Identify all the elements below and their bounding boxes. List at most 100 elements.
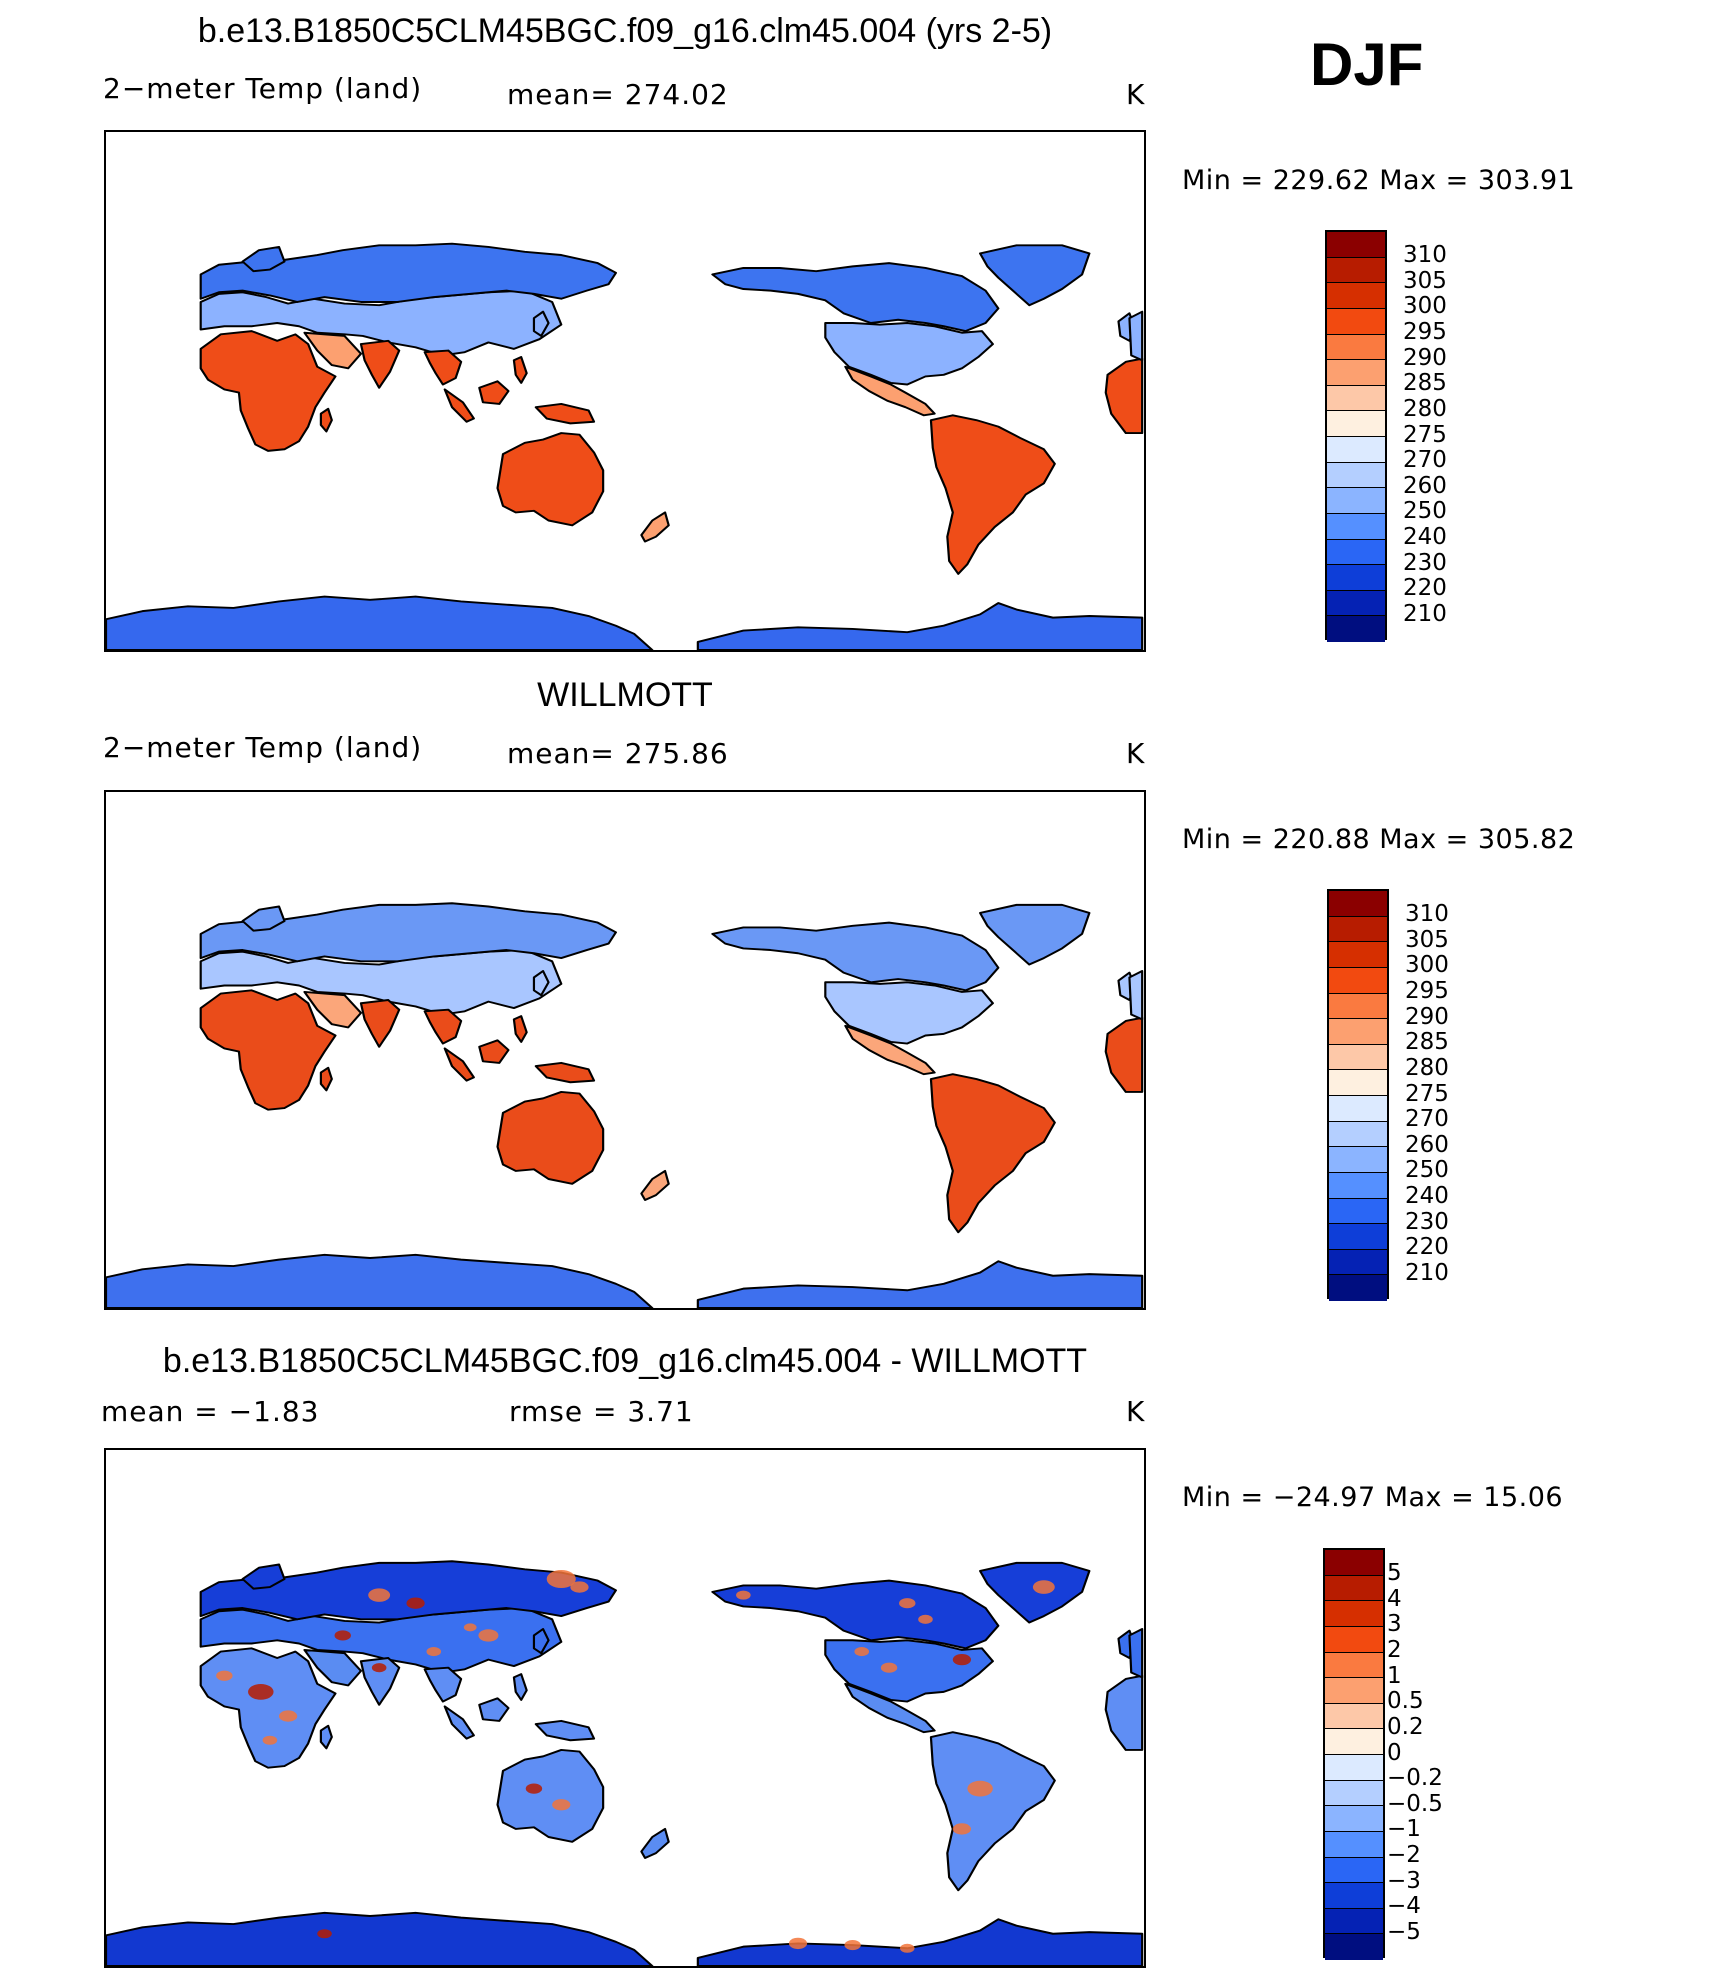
colorbar-swatch <box>1327 411 1385 437</box>
colorbar-label: 290 <box>1405 1003 1449 1030</box>
colorbar-label: 260 <box>1405 1131 1449 1158</box>
colorbar-swatch <box>1325 1678 1383 1704</box>
land-africa <box>199 330 337 452</box>
land-borneo <box>478 1697 510 1722</box>
land-australia <box>496 1090 605 1185</box>
land-arabia <box>303 990 363 1029</box>
land-newguinea <box>534 1719 596 1742</box>
colorbar-swatch <box>1327 360 1385 386</box>
colorbar-label: −4 <box>1387 1893 1421 1920</box>
colorbar-swatch <box>1327 257 1385 284</box>
panel1-world-map <box>106 242 1144 650</box>
colorbar-label: 260 <box>1403 472 1447 499</box>
anomaly-speckle <box>952 1823 972 1835</box>
panel1-variable: 2−meter Temp (land) <box>103 72 423 105</box>
anomaly-speckle <box>371 1663 387 1673</box>
land-sumatra <box>443 1047 475 1082</box>
colorbar-label: 270 <box>1405 1106 1449 1133</box>
colorbar-label: 4 <box>1387 1585 1402 1612</box>
colorbar-label: 0.5 <box>1387 1688 1424 1715</box>
colorbar-label: 305 <box>1403 267 1447 294</box>
colorbar-label: 240 <box>1405 1183 1449 1209</box>
panel1-units: K <box>1126 78 1146 111</box>
colorbar-label: −2 <box>1387 1842 1421 1868</box>
colorbar-label: −5 <box>1387 1918 1421 1945</box>
colorbar-label: −0.2 <box>1387 1765 1443 1792</box>
colorbar-swatch <box>1325 1550 1383 1576</box>
land-masses <box>106 1560 1144 1966</box>
anomaly-speckle <box>552 1799 571 1811</box>
anomaly-speckle <box>788 1937 808 1950</box>
colorbar-swatch <box>1327 488 1385 514</box>
colorbar-swatch <box>1327 539 1385 566</box>
land-newguinea <box>534 1061 596 1084</box>
panel1-map <box>104 130 1146 652</box>
colorbar-swatch <box>1329 1019 1387 1045</box>
colorbar-swatch <box>1329 1275 1387 1301</box>
land-antarctica-east <box>696 1918 1144 1966</box>
anomaly-speckle <box>406 1597 425 1609</box>
land-greenland <box>979 244 1091 307</box>
land-europe-edge <box>1128 970 1144 1021</box>
colorbar-swatch <box>1325 1780 1383 1807</box>
land-antarctica-east <box>696 1260 1144 1308</box>
colorbar-label: 280 <box>1403 395 1447 422</box>
panel3-world-map <box>106 1560 1144 1966</box>
land-eurasia-north <box>199 242 617 303</box>
colorbar-label: −3 <box>1387 1867 1421 1894</box>
land-india <box>359 1657 401 1706</box>
colorbar-swatch <box>1329 1172 1387 1199</box>
land-usa <box>824 322 994 386</box>
colorbar-swatch <box>1327 308 1385 335</box>
land-africa-west-edge <box>1104 1016 1144 1093</box>
land-japan <box>532 1628 550 1655</box>
land-sumatra <box>443 388 475 423</box>
panel3-colorbar <box>1323 1548 1385 1960</box>
land-europe-edge <box>1128 1628 1144 1679</box>
land-antarctica-east <box>696 602 1144 650</box>
land-newzealand <box>640 1827 670 1859</box>
colorbar-swatch <box>1329 967 1387 994</box>
anomaly-speckle <box>736 1590 751 1600</box>
land-borneo <box>478 380 510 405</box>
colorbar-swatch <box>1325 1755 1383 1781</box>
colorbar-label: 210 <box>1403 600 1447 627</box>
colorbar-label: 300 <box>1403 293 1447 320</box>
anomaly-speckle <box>546 1569 576 1589</box>
anomaly-speckle <box>262 1735 278 1745</box>
colorbar-swatch <box>1329 1249 1387 1276</box>
anomaly-speckle <box>899 1943 915 1953</box>
colorbar-label: 2 <box>1387 1637 1402 1663</box>
colorbar-label: 300 <box>1405 952 1449 979</box>
colorbar-label: 1 <box>1387 1662 1402 1689</box>
colorbar-label: 270 <box>1403 447 1447 474</box>
anomaly-speckle <box>317 1929 332 1939</box>
land-africa-west-edge <box>1104 357 1144 435</box>
land-mexico <box>844 365 936 417</box>
colorbar-label: 295 <box>1403 319 1447 345</box>
colorbar-label: 230 <box>1405 1208 1449 1235</box>
colorbar-swatch <box>1329 1147 1387 1173</box>
colorbar-swatch <box>1325 1703 1383 1730</box>
land-masses <box>106 242 1144 650</box>
anomaly-speckle <box>368 1588 391 1602</box>
land-scandinavia <box>241 245 286 273</box>
panel1-colorbar <box>1325 230 1387 642</box>
land-alaska-canada <box>711 262 1000 333</box>
colorbar-swatch <box>1325 1652 1383 1679</box>
colorbar-label: 280 <box>1405 1054 1449 1081</box>
panel1-mean: mean= 274.02 <box>507 78 729 111</box>
colorbar-label: 310 <box>1405 901 1449 928</box>
land-masses <box>106 902 1144 1308</box>
anomaly-speckle <box>525 1783 543 1794</box>
land-southamerica <box>929 414 1056 575</box>
land-india <box>359 999 401 1048</box>
panel1-title: b.e13.B1850C5CLM45BGC.f09_g16.clm45.004 … <box>197 12 1053 50</box>
colorbar-label: 275 <box>1403 421 1447 448</box>
anomaly-speckle <box>844 1939 861 1951</box>
land-australia <box>496 1748 605 1843</box>
land-usa <box>824 981 994 1045</box>
land-eurasia-north <box>199 902 617 963</box>
land-usa <box>824 1639 994 1703</box>
anomaly-speckle <box>854 1647 870 1657</box>
